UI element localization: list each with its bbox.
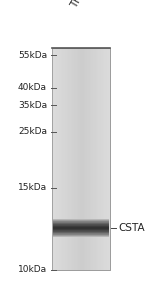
Text: 10kDa: 10kDa [18, 266, 47, 274]
Text: 35kDa: 35kDa [18, 100, 47, 109]
Bar [71, 48, 72, 270]
Bar [108, 48, 110, 270]
Bar [95, 48, 97, 270]
Bar [53, 227, 109, 228]
Bar [107, 48, 108, 270]
Bar [104, 48, 106, 270]
Bar [94, 48, 95, 270]
Bar [52, 48, 53, 270]
Bar [91, 48, 93, 270]
Bar [68, 48, 69, 270]
Bar [90, 48, 91, 270]
Bar [65, 48, 67, 270]
Bar [53, 231, 109, 232]
Bar [53, 234, 109, 235]
Bar [78, 48, 80, 270]
Bar [98, 48, 100, 270]
Bar [53, 225, 109, 226]
Text: THP-1: THP-1 [69, 0, 93, 10]
Bar [81, 48, 82, 270]
Bar [61, 48, 62, 270]
Bar [87, 48, 88, 270]
Bar [53, 226, 109, 227]
Bar [53, 229, 109, 230]
Text: 15kDa: 15kDa [18, 184, 47, 193]
Bar [75, 48, 77, 270]
Bar [82, 48, 84, 270]
Bar [67, 48, 68, 270]
Bar [88, 48, 90, 270]
Bar [80, 48, 81, 270]
Bar [97, 48, 98, 270]
Bar [100, 48, 101, 270]
Bar [62, 48, 64, 270]
Bar [53, 233, 109, 234]
Bar [52, 48, 110, 270]
Bar [85, 48, 87, 270]
Text: 25kDa: 25kDa [18, 128, 47, 136]
Text: 40kDa: 40kDa [18, 83, 47, 92]
Bar [55, 48, 56, 270]
Bar [101, 48, 103, 270]
Bar [77, 48, 78, 270]
Bar [74, 48, 75, 270]
Bar [53, 224, 109, 225]
Bar [53, 221, 109, 222]
Bar [93, 48, 94, 270]
Bar [69, 48, 71, 270]
Bar [53, 48, 55, 270]
Bar [53, 220, 109, 221]
Bar [53, 223, 109, 224]
Bar [103, 48, 104, 270]
Bar [53, 228, 109, 229]
Bar [56, 48, 58, 270]
Bar [84, 48, 85, 270]
Bar [72, 48, 74, 270]
Bar [53, 236, 109, 237]
Bar [52, 48, 110, 270]
Text: 55kDa: 55kDa [18, 50, 47, 59]
Bar [106, 48, 107, 270]
Bar [64, 48, 65, 270]
Text: CSTA: CSTA [118, 223, 145, 233]
Bar [53, 230, 109, 231]
Bar [58, 48, 59, 270]
Bar [53, 232, 109, 233]
Bar [53, 222, 109, 223]
Bar [59, 48, 61, 270]
Bar [53, 235, 109, 236]
Bar [53, 219, 109, 220]
